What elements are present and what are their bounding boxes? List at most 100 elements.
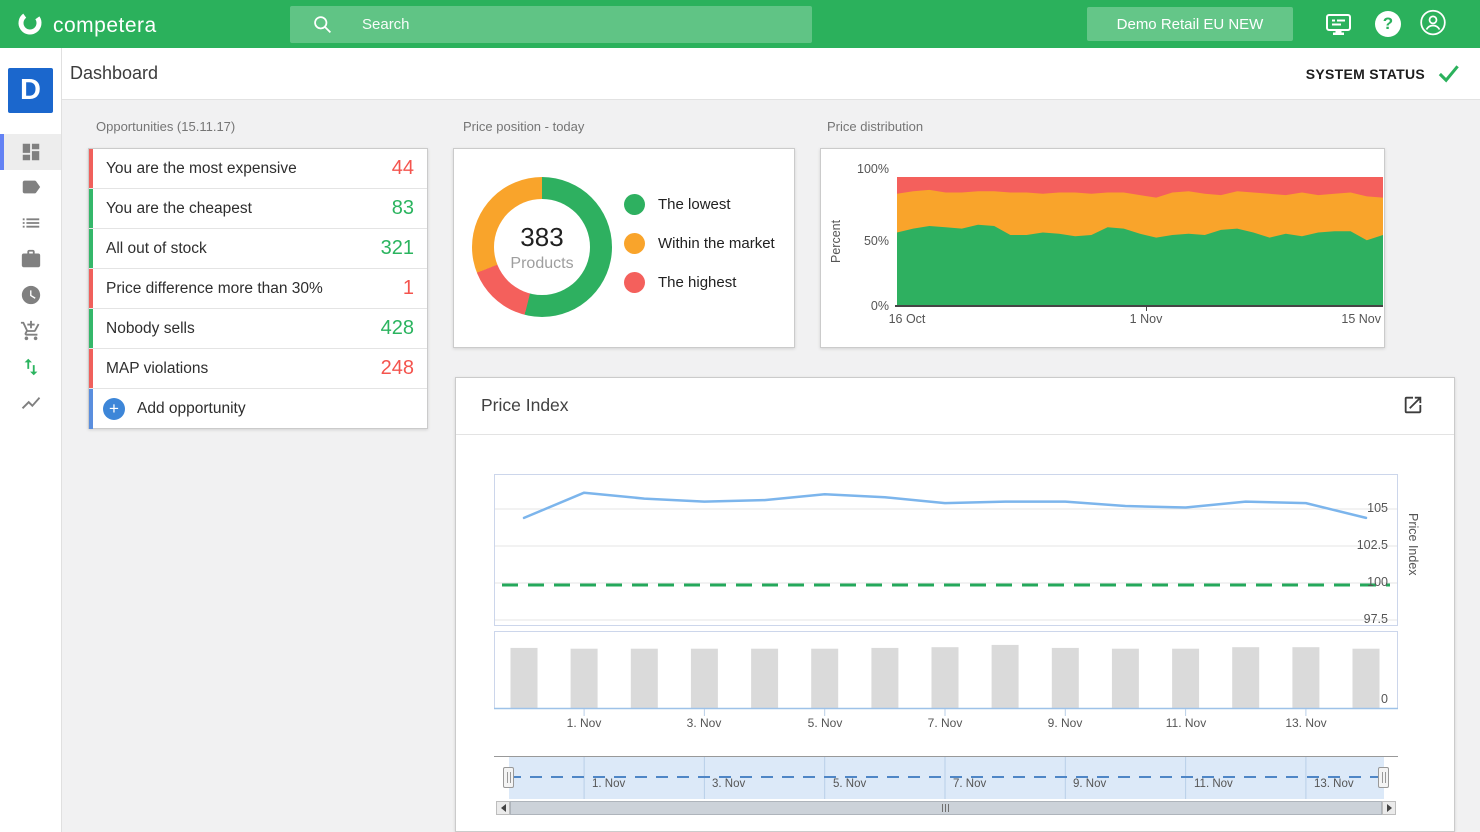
row-color-bar: [89, 149, 93, 188]
x-axis-tick: [1146, 307, 1147, 311]
opportunity-count: 321: [380, 237, 414, 259]
stacked-area-chart: [897, 177, 1383, 306]
opportunity-count: 428: [380, 317, 414, 339]
page-title: Dashboard: [70, 63, 159, 83]
horizontal-scrollbar: [496, 801, 1396, 815]
workspace-logo[interactable]: D: [8, 68, 53, 113]
opportunity-count: 44: [391, 157, 414, 179]
sidebar-item-tags[interactable]: [0, 169, 61, 205]
x-tick: 13. Nov: [1285, 716, 1327, 730]
row-color-bar: [89, 269, 93, 308]
opportunities-caption: Opportunities (15.11.17): [96, 119, 236, 134]
scrollbar-grip-icon: [942, 804, 950, 812]
opportunity-count: 83: [391, 197, 414, 219]
x-tick: 16 Oct: [888, 312, 926, 326]
opportunity-row[interactable]: You are the cheapest 83: [89, 189, 427, 229]
right-y-tick: 105: [1367, 501, 1388, 515]
price-index-title: Price Index: [481, 395, 569, 415]
clock-icon: [21, 285, 40, 305]
bar-axis-zero: 0: [1381, 692, 1388, 706]
sidebar-item-lists[interactable]: [0, 205, 61, 241]
row-color-bar: [89, 309, 93, 348]
row-color-bar: [89, 229, 93, 268]
account-icon[interactable]: [1419, 8, 1447, 36]
legend-dot: [624, 271, 645, 293]
right-y-tick: 100: [1367, 575, 1388, 589]
x-tick: 7. Nov: [927, 716, 963, 730]
volume-bar-chart: [494, 631, 1398, 716]
search-icon: [314, 16, 331, 33]
row-color-bar: [89, 389, 93, 429]
y-tick: 0%: [870, 299, 889, 313]
price-index-card: Price Index 105 102.5 100 97.5 Price Ind…: [455, 377, 1455, 832]
opportunity-count: 248: [380, 357, 414, 379]
sidebar-item-add-products[interactable]: [0, 313, 61, 349]
plus-icon: +: [103, 398, 125, 420]
x-tick: 9. Nov: [1047, 716, 1083, 730]
help-icon[interactable]: ?: [1374, 10, 1402, 38]
row-color-bar: [89, 349, 93, 388]
scroll-right-button[interactable]: [1382, 801, 1396, 815]
sidebar-item-dashboard[interactable]: [0, 134, 61, 170]
legend-dot: [624, 232, 645, 254]
legend-item-within: Within the market: [624, 232, 775, 254]
price-position-caption: Price position - today: [463, 119, 585, 134]
open-in-new-icon[interactable]: [1402, 394, 1426, 418]
opportunity-row[interactable]: All out of stock 321: [89, 229, 427, 269]
cart-plus-icon: [20, 320, 39, 341]
right-axis-title: Price Index: [1406, 513, 1420, 576]
x-tick: 11. Nov: [1165, 716, 1207, 730]
navigator-handle-left[interactable]: [503, 767, 514, 788]
scrollbar-thumb[interactable]: [510, 801, 1382, 815]
search-input[interactable]: [362, 6, 802, 43]
search-box: [290, 6, 812, 43]
x-tick: 1 Nov: [1129, 312, 1163, 326]
opportunity-row[interactable]: Price difference more than 30% 1: [89, 269, 427, 309]
x-tick: 1. Nov: [566, 716, 602, 730]
x-tick: 3. Nov: [686, 716, 722, 730]
status-ok-check-icon: [1438, 65, 1459, 83]
price-distribution-caption: Price distribution: [827, 119, 924, 134]
page-header: Dashboard SYSTEM STATUS: [62, 48, 1480, 100]
sidebar-item-history[interactable]: [0, 277, 61, 313]
x-axis-labels: 1. Nov 3. Nov 5. Nov 7. Nov 9. Nov 11. Nov 13.…: [494, 716, 1398, 732]
legend-item-lowest: The lowest: [624, 193, 731, 215]
opportunities-card: You are the most expensive 44 You are the…: [88, 148, 428, 429]
legend-item-highest: The highest: [624, 271, 736, 293]
x-axis-line: [895, 305, 1383, 307]
trend-chart-icon: [21, 397, 40, 409]
scroll-left-button[interactable]: [496, 801, 510, 815]
add-opportunity-button[interactable]: + Add opportunity: [89, 389, 427, 429]
sidebar-item-import-export[interactable]: [0, 349, 61, 385]
price-position-card: 383 Products The lowest Within the marke…: [453, 148, 795, 348]
price-index-line-chart: [494, 474, 1398, 626]
opportunity-row[interactable]: MAP violations 248: [89, 349, 427, 389]
top-bar: competera Demo Retail EU NEW ?: [0, 0, 1480, 48]
opportunity-count: 1: [402, 277, 414, 299]
right-y-tick: 97.5: [1363, 612, 1388, 626]
y-tick: 50%: [863, 234, 889, 248]
row-color-bar: [89, 189, 93, 228]
y-axis-title: Percent: [829, 219, 843, 263]
brand-logo[interactable]: competera: [16, 9, 157, 42]
price-position-donut-chart: 383 Products: [472, 177, 612, 317]
navigator-handle-right[interactable]: [1378, 767, 1389, 788]
y-tick: 100%: [857, 162, 889, 176]
donut-total: 383: [520, 221, 564, 252]
opportunity-row[interactable]: You are the most expensive 44: [89, 149, 427, 189]
sidebar-item-analytics[interactable]: [0, 385, 61, 421]
range-navigator[interactable]: [494, 756, 1398, 799]
opportunity-row[interactable]: Nobody sells 428: [89, 309, 427, 349]
workspace-selector-button[interactable]: Demo Retail EU NEW: [1087, 7, 1293, 41]
legend-dot: [624, 193, 645, 215]
donut-total-label: Products: [510, 254, 574, 272]
brand-mark-icon: [16, 9, 44, 42]
price-distribution-card: Percent 100% 50% 0% 16 Oct 1 Nov 15 Nov: [820, 148, 1385, 348]
x-tick: 15 Nov: [1341, 312, 1381, 326]
list-icon: [22, 218, 39, 228]
sidebar-item-portfolio[interactable]: [0, 241, 61, 277]
right-y-tick: 102.5: [1356, 538, 1388, 552]
brand-name: competera: [53, 13, 157, 37]
tag-icon: [22, 180, 40, 194]
announcements-icon[interactable]: [1324, 10, 1352, 38]
